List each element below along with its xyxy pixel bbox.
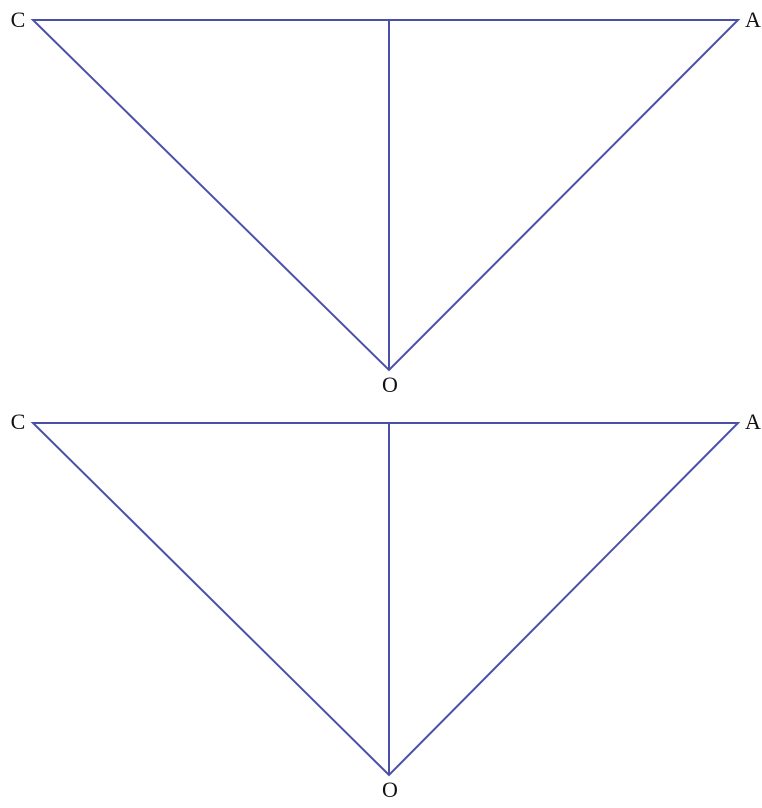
vertex-label: C <box>11 7 26 32</box>
vertex-label: A <box>745 7 761 32</box>
vertex-label: O <box>382 777 398 802</box>
triangle <box>33 20 738 370</box>
vertex-label: O <box>382 372 398 397</box>
panel-top: C A O <box>11 7 761 397</box>
vertex-label: A <box>745 409 761 434</box>
panel-bottom: C A O <box>11 409 761 802</box>
diagram: C A O C A O <box>0 0 762 808</box>
vertex-label: C <box>11 409 26 434</box>
triangle <box>33 423 738 775</box>
